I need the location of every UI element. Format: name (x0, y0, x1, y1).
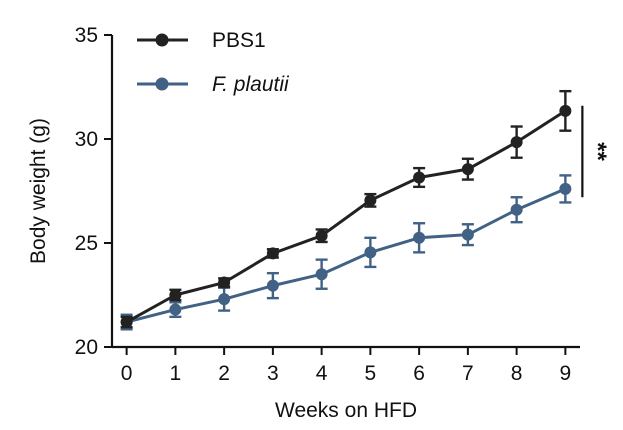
legend: PBS1 F. plautii (137, 29, 290, 96)
data-point (510, 136, 523, 149)
data-point (266, 247, 279, 260)
data-point (364, 246, 377, 259)
data-point (461, 228, 474, 241)
x-tick-label: 1 (170, 362, 182, 385)
axes (110, 35, 580, 349)
data-point (461, 163, 474, 176)
data-point (315, 229, 328, 242)
significance-annotation: ** (581, 105, 611, 198)
series-1 (120, 174, 572, 331)
data-point (315, 268, 328, 281)
legend-item-1: F. plautii (137, 73, 290, 96)
data-point (120, 316, 133, 329)
y-tick-label: 35 (75, 24, 98, 47)
legend-marker (155, 77, 169, 91)
data-point (559, 104, 572, 117)
x-tick-label: 4 (316, 362, 328, 385)
x-tick-label: 9 (560, 362, 572, 385)
y-tick-label: 30 (75, 128, 98, 151)
data-point (413, 231, 426, 244)
series-line (126, 187, 566, 324)
data-point (559, 182, 572, 195)
legend-label: F. plautii (212, 73, 290, 96)
x-ticks: 0 1 2 3 4 5 6 7 8 9 (121, 347, 571, 385)
data-point (169, 303, 182, 316)
series-line (125, 109, 567, 324)
legend-label: PBS1 (212, 29, 266, 52)
y-tick-label: 20 (75, 336, 98, 359)
series-layer (120, 89, 572, 331)
data-point (266, 279, 279, 292)
data-point (364, 194, 377, 207)
x-tick-label: 6 (413, 362, 425, 385)
data-point (218, 276, 231, 289)
x-tick-label: 7 (462, 362, 474, 385)
significance-label: ** (584, 142, 611, 161)
data-point (169, 289, 182, 301)
y-axis-title: Body weight (g) (27, 118, 50, 264)
y-tick-label: 25 (75, 232, 98, 255)
series-0 (120, 89, 572, 329)
data-point (413, 171, 426, 184)
legend-marker (155, 33, 169, 47)
x-tick-label: 8 (511, 362, 523, 385)
y-ticks: 20 25 30 35 (75, 24, 112, 359)
data-point (218, 293, 231, 306)
x-tick-label: 2 (218, 362, 230, 385)
x-tick-label: 0 (121, 362, 133, 385)
data-point (510, 203, 523, 216)
x-axis-title: Weeks on HFD (275, 399, 417, 422)
legend-item-0: PBS1 (137, 29, 266, 52)
x-tick-label: 5 (365, 362, 377, 385)
x-tick-label: 3 (267, 362, 279, 385)
